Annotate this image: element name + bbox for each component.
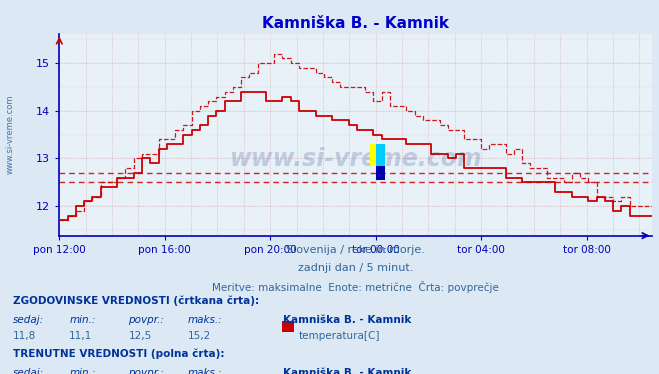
- Text: ZGODOVINSKE VREDNOSTI (črtkana črta):: ZGODOVINSKE VREDNOSTI (črtkana črta):: [13, 295, 259, 306]
- Text: min.:: min.:: [69, 315, 96, 325]
- Text: 15,2: 15,2: [188, 331, 211, 341]
- Text: Slovenija / reke in morje.: Slovenija / reke in morje.: [287, 245, 425, 255]
- Text: povpr.:: povpr.:: [129, 315, 164, 325]
- Text: maks.:: maks.:: [188, 368, 223, 374]
- Text: temperatura[C]: temperatura[C]: [299, 331, 381, 341]
- Text: sedaj:: sedaj:: [13, 315, 44, 325]
- Text: povpr.:: povpr.:: [129, 368, 164, 374]
- Text: Kamniška B. - Kamnik: Kamniška B. - Kamnik: [283, 368, 412, 374]
- Text: min.:: min.:: [69, 368, 96, 374]
- Bar: [376, 144, 385, 166]
- Bar: [376, 166, 385, 180]
- Text: zadnji dan / 5 minut.: zadnji dan / 5 minut.: [298, 263, 414, 273]
- Text: sedaj:: sedaj:: [13, 368, 44, 374]
- Text: Kamniška B. - Kamnik: Kamniška B. - Kamnik: [283, 315, 412, 325]
- Text: 12,5: 12,5: [129, 331, 152, 341]
- Text: www.si-vreme.com: www.si-vreme.com: [229, 147, 482, 171]
- Title: Kamniška B. - Kamnik: Kamniška B. - Kamnik: [262, 16, 449, 31]
- Text: Meritve: maksimalne  Enote: metrične  Črta: povprečje: Meritve: maksimalne Enote: metrične Črta…: [212, 281, 500, 293]
- Text: TRENUTNE VREDNOSTI (polna črta):: TRENUTNE VREDNOSTI (polna črta):: [13, 349, 225, 359]
- Text: 11,8: 11,8: [13, 331, 36, 341]
- Bar: [370, 144, 385, 166]
- Text: 11,1: 11,1: [69, 331, 92, 341]
- Text: www.si-vreme.com: www.si-vreme.com: [5, 95, 14, 174]
- Text: maks.:: maks.:: [188, 315, 223, 325]
